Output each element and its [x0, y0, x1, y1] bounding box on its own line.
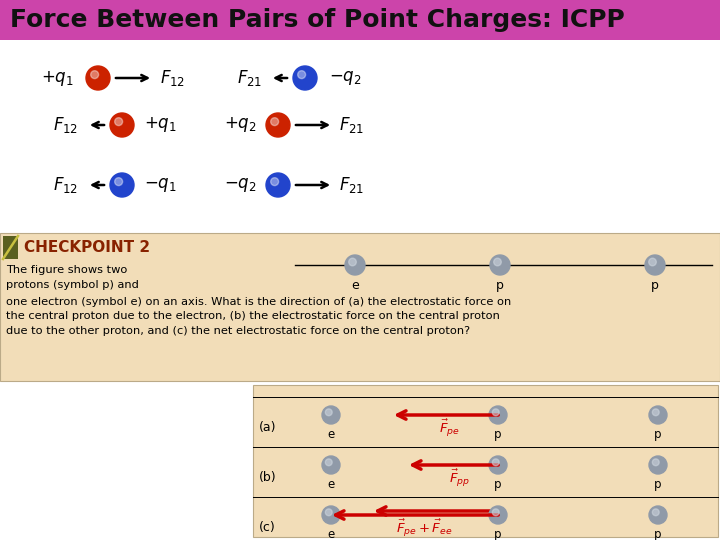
Circle shape	[489, 506, 507, 524]
Text: $+q_1$: $+q_1$	[40, 69, 73, 87]
Circle shape	[271, 118, 279, 126]
Circle shape	[110, 113, 134, 137]
Circle shape	[649, 506, 667, 524]
Circle shape	[652, 459, 660, 465]
Circle shape	[91, 71, 99, 79]
Text: $-q_1$: $-q_1$	[143, 176, 176, 194]
Text: Force Between Pairs of Point Charges: ICPP: Force Between Pairs of Point Charges: IC…	[10, 8, 625, 32]
Circle shape	[652, 509, 660, 516]
Text: $\vec{F}_{pe}+\vec{F}_{ee}$: $\vec{F}_{pe}+\vec{F}_{ee}$	[396, 518, 452, 539]
Circle shape	[649, 456, 667, 474]
Text: CHECKPOINT 2: CHECKPOINT 2	[24, 240, 150, 254]
Text: p: p	[651, 279, 659, 292]
Circle shape	[492, 459, 499, 465]
Circle shape	[271, 178, 279, 186]
FancyBboxPatch shape	[0, 233, 720, 381]
Text: (a): (a)	[259, 421, 276, 434]
Text: $F_{12}$: $F_{12}$	[161, 68, 186, 88]
Circle shape	[114, 118, 122, 126]
Text: $F_{21}$: $F_{21}$	[238, 68, 263, 88]
Text: $F_{12}$: $F_{12}$	[53, 175, 78, 195]
Text: $-q_2$: $-q_2$	[224, 176, 256, 194]
Text: p: p	[494, 478, 502, 491]
Text: $\vec{F}_{pp}$: $\vec{F}_{pp}$	[449, 468, 471, 489]
Circle shape	[114, 178, 122, 186]
Circle shape	[325, 509, 332, 516]
FancyBboxPatch shape	[3, 236, 18, 259]
Text: $-q_2$: $-q_2$	[328, 69, 361, 87]
Circle shape	[494, 258, 501, 266]
Circle shape	[490, 255, 510, 275]
Text: e: e	[351, 279, 359, 292]
Circle shape	[110, 173, 134, 197]
Circle shape	[492, 509, 499, 516]
Text: $F_{21}$: $F_{21}$	[339, 175, 364, 195]
Circle shape	[345, 255, 365, 275]
Text: $+q_2$: $+q_2$	[224, 116, 256, 134]
Circle shape	[297, 71, 305, 79]
Text: $F_{21}$: $F_{21}$	[339, 115, 364, 135]
Text: (b): (b)	[259, 470, 276, 483]
Text: e: e	[328, 428, 335, 441]
Text: The figure shows two
protons (symbol p) and: The figure shows two protons (symbol p) …	[6, 265, 139, 290]
Circle shape	[652, 409, 660, 416]
Circle shape	[492, 409, 499, 416]
Circle shape	[293, 66, 317, 90]
Circle shape	[86, 66, 110, 90]
Text: one electron (symbol e) on an axis. What is the direction of (a) the electrostat: one electron (symbol e) on an axis. What…	[6, 297, 511, 336]
Text: $\vec{F}_{pe}$: $\vec{F}_{pe}$	[438, 418, 459, 440]
Text: $F_{12}$: $F_{12}$	[53, 115, 78, 135]
Circle shape	[266, 173, 290, 197]
Text: $+q_1$: $+q_1$	[143, 116, 176, 134]
Circle shape	[348, 258, 356, 266]
Text: p: p	[494, 428, 502, 441]
Text: e: e	[328, 478, 335, 491]
Text: p: p	[494, 528, 502, 540]
Circle shape	[325, 409, 332, 416]
Circle shape	[489, 456, 507, 474]
Text: (c): (c)	[259, 521, 276, 534]
Circle shape	[649, 258, 657, 266]
Text: p: p	[654, 528, 662, 540]
Circle shape	[489, 406, 507, 424]
FancyBboxPatch shape	[253, 385, 718, 537]
Text: p: p	[654, 428, 662, 441]
Circle shape	[649, 406, 667, 424]
Text: e: e	[328, 528, 335, 540]
Text: p: p	[654, 478, 662, 491]
Circle shape	[266, 113, 290, 137]
Circle shape	[322, 406, 340, 424]
Circle shape	[322, 456, 340, 474]
Text: p: p	[496, 279, 504, 292]
FancyBboxPatch shape	[0, 0, 720, 40]
Circle shape	[645, 255, 665, 275]
Circle shape	[322, 506, 340, 524]
Circle shape	[325, 459, 332, 465]
